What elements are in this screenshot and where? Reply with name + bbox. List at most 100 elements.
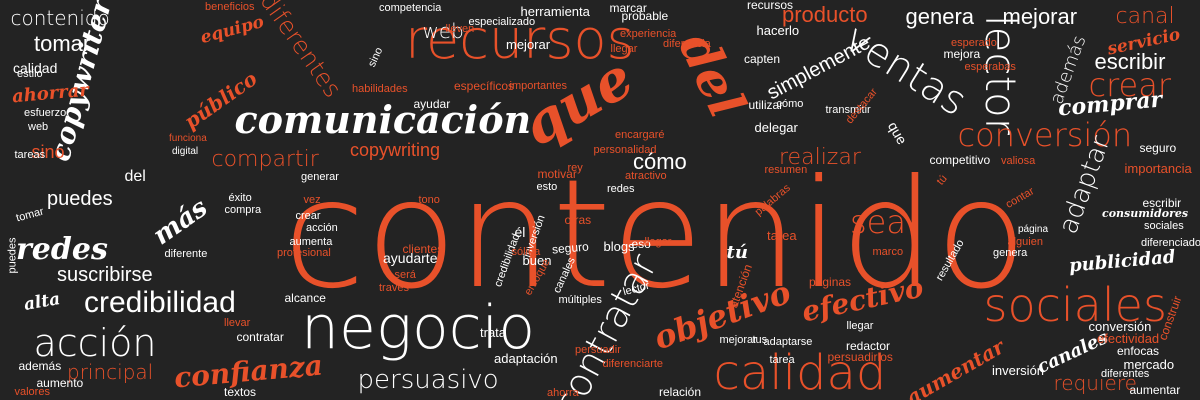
word-comprar-30: comprar bbox=[1057, 86, 1164, 122]
word-textos-99: textos bbox=[224, 385, 257, 399]
word-ademas-101: además bbox=[18, 359, 62, 373]
word-buen-57: buen bbox=[522, 252, 552, 268]
word-accion-138: acción bbox=[306, 221, 338, 234]
word-probable-72: probable bbox=[621, 9, 669, 23]
word-escribir-81: escribir bbox=[1142, 196, 1182, 210]
word-realizar-40: realizar bbox=[779, 145, 861, 170]
word-importancia-79: importancia bbox=[1124, 160, 1192, 176]
word-alguien-162: alguien bbox=[1007, 235, 1043, 248]
word-transmitir-126: transmitir bbox=[825, 103, 871, 116]
word-otras-145: otras bbox=[564, 213, 592, 227]
word-valores-98: valores bbox=[14, 385, 50, 398]
word-compra-169: compra bbox=[224, 203, 262, 216]
word-ayudar-115: ayudar bbox=[413, 97, 451, 111]
word-adaptarse-95: adaptarse bbox=[763, 335, 813, 348]
word-habilidades-112: habilidades bbox=[352, 82, 408, 95]
word-competitivo-77: competitivo bbox=[929, 153, 991, 167]
word-simplemente-32: simplemente bbox=[762, 31, 874, 105]
word-diferenciarte-158: diferenciarte bbox=[602, 357, 664, 370]
word-atractivo-130: atractivo bbox=[625, 169, 667, 182]
word-marco-148: marco bbox=[872, 245, 904, 258]
word-esfuerzo-108: esfuerzo bbox=[24, 106, 67, 119]
word-marcar-70: marcar bbox=[609, 1, 647, 15]
word-ayudarte-63: ayudarte bbox=[383, 250, 438, 266]
word-conversion-86: conversión bbox=[1088, 318, 1152, 334]
word-sino-117: sino bbox=[365, 45, 386, 69]
word-aumentar-91: aumentar bbox=[1129, 383, 1181, 397]
word-hacerlo-73: hacerlo bbox=[756, 22, 800, 38]
word-canal-27: canal bbox=[1115, 4, 1175, 29]
word-llevar-155: llevar bbox=[224, 316, 251, 329]
word-llegar-121: llegar bbox=[610, 42, 638, 55]
word-conversion-10: conversión bbox=[957, 116, 1133, 154]
word-funciona-109: funciona bbox=[169, 133, 207, 144]
word-negocio-1: negocio bbox=[301, 293, 536, 363]
word-multiples-156: múltiples bbox=[558, 293, 602, 306]
word-exito-168: éxito bbox=[228, 191, 252, 204]
word-contenido-49: contenido bbox=[10, 6, 110, 30]
word-adaptacion-64: adaptación bbox=[494, 350, 558, 366]
word-sera-153: será bbox=[394, 268, 416, 281]
word-sea-21: sea bbox=[850, 203, 906, 241]
word-esto-132: esto bbox=[536, 180, 558, 193]
word-mas-23: más bbox=[147, 192, 213, 252]
word-del-54: del bbox=[124, 168, 146, 185]
word-calidad-51: calidad bbox=[13, 60, 58, 76]
word-especificos-113: específicos bbox=[454, 79, 515, 93]
word-inversion-92: inversión bbox=[992, 362, 1045, 378]
word-aumenta-139: aumenta bbox=[289, 235, 333, 248]
word-comunicacion-3: comunicación bbox=[234, 97, 532, 142]
word-sino-53: sino bbox=[31, 142, 65, 162]
word-mejorar-26: mejorar bbox=[1002, 4, 1078, 29]
word-tomar-50: tomar bbox=[34, 31, 91, 56]
word-utilizar-75: utilizar bbox=[748, 98, 784, 112]
word-puedes-42: puedes bbox=[47, 188, 113, 210]
word-herramienta-69: herramienta bbox=[520, 3, 590, 19]
word-delegar-76: delegar bbox=[754, 119, 798, 135]
word-diferenciador-83: diferenciador bbox=[1141, 236, 1200, 249]
word-capten-74: capten bbox=[744, 52, 781, 66]
word-enfocas-88: enfocas bbox=[1117, 344, 1160, 358]
word-tus-172: tus bbox=[752, 333, 768, 346]
word-persuasivo-15: persuasivo bbox=[357, 365, 499, 395]
word-alta-55: alta bbox=[22, 288, 62, 315]
word-lleven-116: lleven bbox=[445, 22, 475, 35]
word-recursos-4: recursos bbox=[405, 8, 635, 71]
word-producto-24: producto bbox=[782, 2, 868, 27]
word-contratar-102: contratar bbox=[236, 330, 284, 344]
word-diferentes-34: diferentes bbox=[253, 0, 347, 103]
word-web-33: web bbox=[422, 19, 464, 43]
word-redes-173: redes bbox=[607, 182, 635, 195]
word-tareas-106: tareas bbox=[14, 148, 46, 161]
word-que-67: que bbox=[884, 118, 910, 148]
word-equipo-35: equipo bbox=[197, 11, 266, 48]
word-mejorar-66: mejorar bbox=[506, 36, 551, 52]
word-principal-44: principal bbox=[67, 360, 154, 384]
word-pagina-163: página bbox=[1018, 224, 1049, 235]
word-diferentes-90: diferentes bbox=[1101, 367, 1150, 380]
word-blogs-58: blogs bbox=[603, 238, 635, 254]
word-importantes-114: importantes bbox=[509, 79, 567, 92]
word-copywriting-38: copywriting bbox=[350, 140, 441, 160]
word-suscribirse-43: suscribirse bbox=[57, 264, 153, 286]
word-resumen-165: resumen bbox=[764, 163, 808, 176]
word-crear-20: crear bbox=[1088, 66, 1172, 104]
word-generar-131: generar bbox=[301, 170, 339, 183]
word-compartir-39: compartir bbox=[211, 147, 319, 172]
word-diferente-141: diferente bbox=[164, 247, 208, 260]
word-tomar-105: tomar bbox=[14, 205, 46, 224]
word-encargare-128: encargaré bbox=[615, 128, 665, 141]
word-crear-137: crear bbox=[295, 209, 321, 222]
word-alcance-103: alcance bbox=[284, 291, 326, 305]
word-mejorar-159: mejorar bbox=[719, 333, 757, 346]
word-tu-56: tú bbox=[726, 242, 748, 263]
word-personalidad-129: personalidad bbox=[593, 143, 657, 156]
word-motivar-133: motivar bbox=[537, 167, 577, 181]
word-requiere-46: requiere bbox=[1053, 371, 1137, 395]
word-llegar-174: llegar bbox=[644, 235, 672, 248]
word-calidad-2: calidad bbox=[713, 345, 887, 400]
word-efectividad-87: efectividad bbox=[1097, 330, 1160, 346]
word-seguro-59: seguro bbox=[550, 239, 589, 257]
word-paginas-149: páginas bbox=[809, 275, 852, 289]
